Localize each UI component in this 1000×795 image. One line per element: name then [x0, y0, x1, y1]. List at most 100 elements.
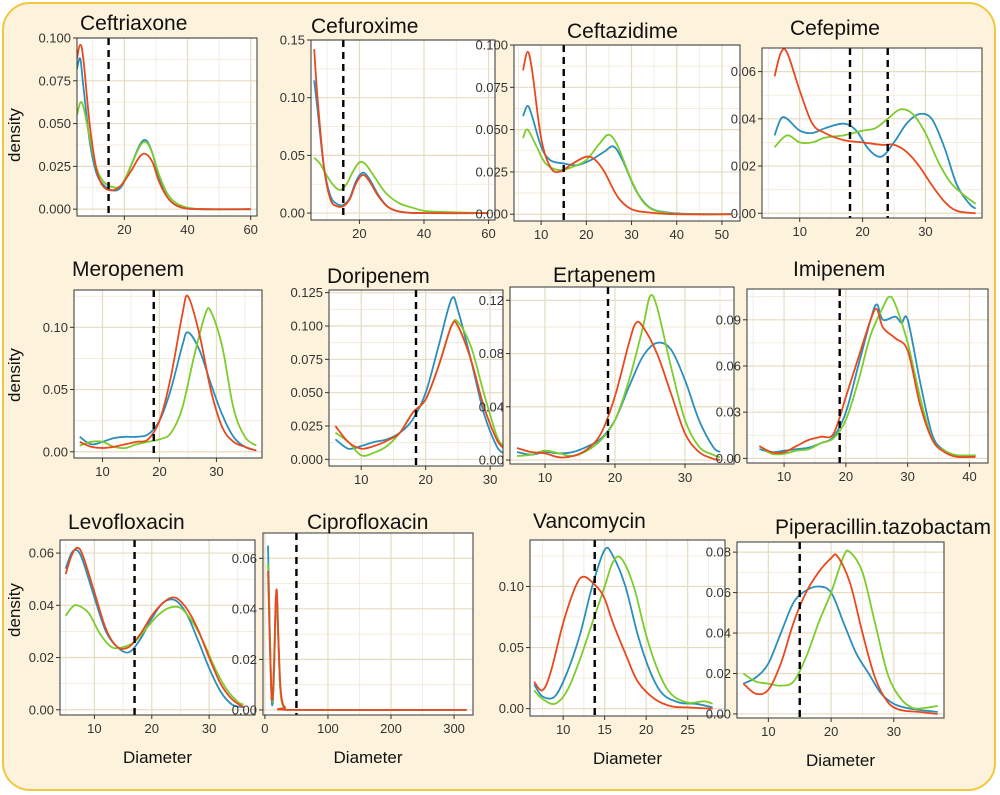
y-tick-label: 0.00 [479, 453, 504, 468]
x-tick-label: 30 [887, 724, 901, 739]
y-tick-label: 0.000 [38, 202, 71, 217]
density-curve-2 [522, 128, 732, 216]
x-tick-label: 20 [117, 222, 131, 237]
density-curve-3 [742, 553, 938, 715]
x-tick-label: 40 [417, 226, 431, 241]
panel-background [73, 289, 263, 459]
density-curve-2 [533, 555, 713, 705]
panel-border [513, 44, 741, 222]
x-tick-label: 20 [824, 724, 838, 739]
y-tick-label: 0.05 [499, 640, 524, 655]
density-curve-3 [758, 307, 976, 459]
density-curve-1 [759, 303, 976, 457]
x-tick-label: 60 [243, 222, 257, 237]
y-tick-label: 0.00 [232, 702, 257, 717]
x-tick-label: 15 [597, 722, 611, 737]
x-tick-label: 10 [556, 722, 570, 737]
x-tick-label: 10 [761, 724, 775, 739]
y-tick-label: 0.100 [475, 38, 508, 53]
panel-border [529, 539, 726, 717]
x-tick-label: 0 [261, 721, 268, 736]
x-tick-label: 20 [152, 464, 166, 479]
density-curve-2 [742, 549, 938, 710]
y-tick-label: 0.04 [731, 111, 756, 126]
x-tick-label: 20 [855, 224, 869, 239]
y-tick-label: 0.02 [706, 666, 731, 681]
y-tick-label: 0.04 [706, 626, 731, 641]
panel-ciprofloxacin: 0 100 200 300 0.00 0.02 0.04 0.06 Ciprofloxacin D… [232, 511, 474, 767]
y-tick-label: 0.10 [499, 579, 524, 594]
density-curve-2 [64, 604, 244, 706]
panel-border [262, 532, 474, 716]
x-tick-label: 50 [715, 227, 729, 242]
x-tick-label: 20 [639, 722, 653, 737]
y-tick-label: 0.15 [280, 33, 305, 48]
y-tick-label: 0.10 [280, 90, 305, 105]
panel-border [73, 289, 263, 459]
y-tick-label: 0.00 [716, 451, 741, 466]
density-curve-3 [516, 320, 721, 461]
x-tick-label: 10 [87, 721, 101, 736]
panel-border [310, 39, 496, 221]
panel-ceftazidime: 10 20 30 40 50 0.000 0.025 0.050 0.075 0.100 Cefta… [475, 20, 741, 242]
panel-title: Ertapenem [553, 264, 656, 287]
panel-levofloxacin: 10 20 30 0.00 0.02 0.04 0.06 Levofloxacin densit… [5, 511, 256, 767]
panel-title: Piperacillin.tazobactam [775, 516, 991, 539]
y-tick-label: 0.00 [706, 706, 731, 721]
x-axis-label: Diameter [806, 751, 875, 770]
panel-border [59, 539, 256, 716]
panel-title: Ceftriaxone [80, 12, 187, 35]
panel-border [328, 289, 504, 467]
y-tick-label: 0.08 [706, 545, 731, 560]
x-tick-label: 20 [352, 226, 366, 241]
density-curve-3 [77, 43, 251, 211]
x-tick-label: 30 [209, 464, 223, 479]
density-curve-3 [334, 320, 503, 450]
x-tick-label: 20 [579, 227, 593, 242]
y-tick-label: 0.06 [731, 64, 756, 79]
panel-cefuroxime: 20 40 60 0.00 0.05 0.10 0.15 Cefuroxime [280, 15, 496, 241]
x-tick-label: 10 [354, 472, 368, 487]
y-tick-label: 0.00 [43, 444, 68, 459]
density-curve-1 [773, 112, 977, 210]
panel-title: Meropenem [72, 258, 184, 281]
panel-background [736, 541, 945, 719]
density-curve-2 [773, 108, 977, 205]
panel-title: Ceftazidime [567, 20, 678, 43]
y-axis-label: density [5, 108, 24, 162]
x-tick-label: 40 [669, 227, 683, 242]
x-tick-label: 10 [538, 470, 552, 485]
density-curve-1 [79, 331, 257, 452]
y-tick-label: 0.025 [38, 159, 71, 174]
y-tick-label: 0.00 [499, 701, 524, 716]
panel-background [509, 286, 735, 465]
panel-background [262, 532, 474, 716]
y-tick-label: 0.075 [475, 80, 508, 95]
panel-meropenem: 10 20 30 0.00 0.05 0.10 Meropenem density [5, 258, 263, 479]
x-tick-label: 10 [777, 469, 791, 484]
y-tick-label: 0.04 [232, 601, 257, 616]
x-tick-label: 20 [418, 472, 432, 487]
y-tick-label: 0.02 [731, 159, 756, 174]
panel-border [746, 288, 989, 464]
panel-title: Ciprofloxacin [307, 511, 428, 534]
x-tick-label: 60 [481, 226, 495, 241]
y-tick-label: 0.075 [290, 352, 323, 367]
density-curve-2 [313, 157, 489, 214]
y-tick-label: 0.050 [290, 385, 323, 400]
x-tick-label: 40 [962, 469, 976, 484]
y-tick-label: 0.04 [29, 598, 54, 613]
x-tick-label: 40 [180, 222, 194, 237]
panel-background [76, 37, 258, 217]
panel-background [310, 39, 496, 221]
x-tick-label: 20 [145, 721, 159, 736]
y-tick-label: 0.025 [290, 419, 323, 434]
y-tick-label: 0.050 [475, 122, 508, 137]
y-axis-label: density [5, 583, 24, 637]
y-tick-label: 0.125 [290, 285, 323, 300]
y-tick-label: 0.09 [716, 312, 741, 327]
y-tick-label: 0.100 [290, 319, 323, 334]
density-curve-3 [64, 546, 245, 708]
